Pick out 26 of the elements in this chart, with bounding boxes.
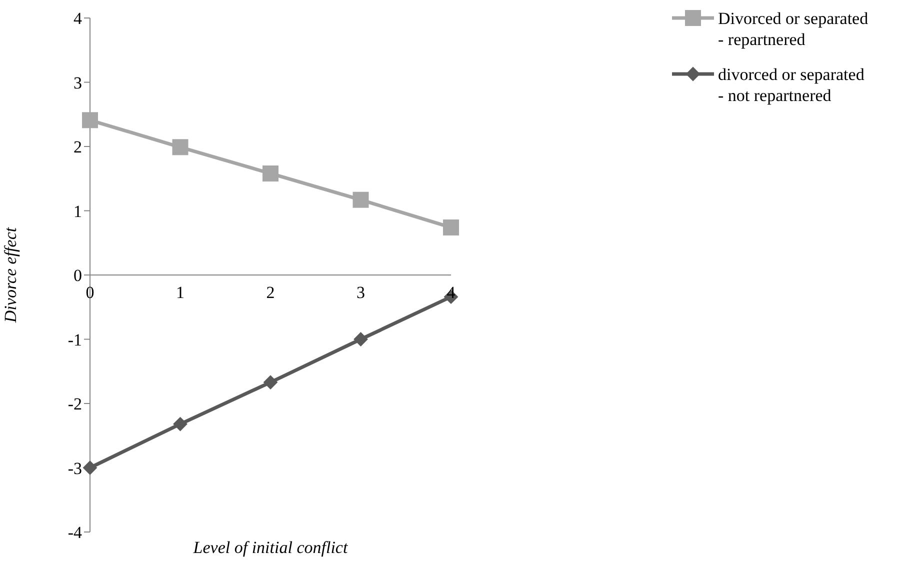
y-tick-label: 4 — [74, 9, 82, 28]
y-tick-label: -1 — [68, 330, 82, 350]
point — [82, 460, 98, 475]
y-axis-title: Divorce effect — [1, 226, 20, 324]
y-tick-label: 2 — [74, 138, 82, 157]
point — [262, 165, 278, 182]
y-tick-label: 1 — [74, 202, 82, 221]
point — [352, 192, 369, 208]
point — [354, 332, 368, 346]
point — [173, 416, 188, 432]
y-tick-label: 3 — [74, 73, 82, 92]
point — [443, 219, 459, 236]
y-tick-label: -4 — [68, 523, 82, 542]
x-tick-label: 1 — [176, 283, 184, 302]
legend-label: Divorced or separated - repartnered — [718, 8, 868, 50]
y-tick-label: -2 — [68, 394, 82, 414]
point — [82, 112, 98, 128]
x-tick-label: 0 — [86, 283, 94, 302]
y-tick-label: -3 — [68, 458, 82, 478]
x-tick-label: 3 — [356, 283, 365, 302]
point — [172, 139, 188, 156]
point — [263, 375, 278, 390]
x-tick-label: 2 — [266, 283, 275, 302]
x-axis-title: Level of initial conflict — [192, 538, 349, 557]
legend-label: divorced or separated - not repartnered — [718, 64, 864, 106]
y-tick-label: 0 — [74, 266, 82, 286]
